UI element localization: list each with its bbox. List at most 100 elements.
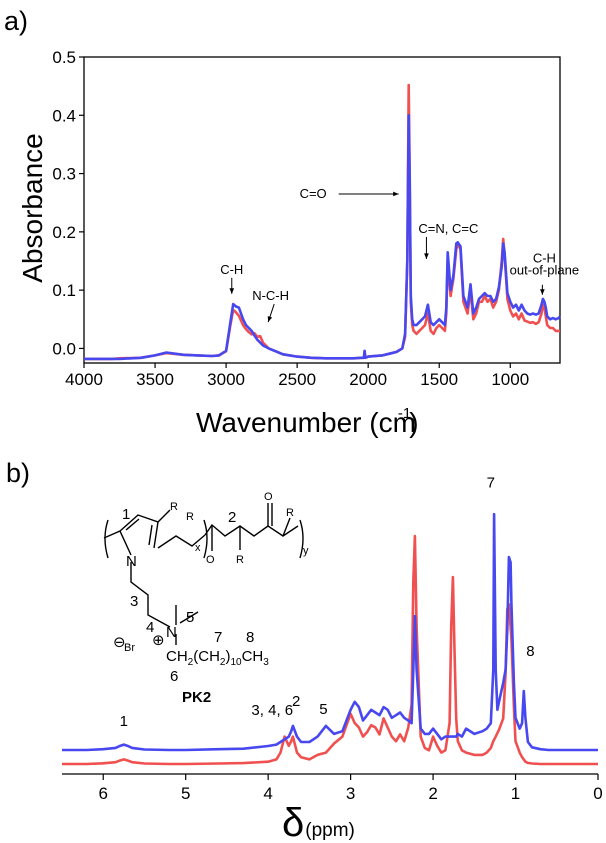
ir-x-tick-label-0: 4000 [65,370,103,389]
struct-plus: ⊕ [152,632,165,649]
ir-annotation-4: C-H [533,251,556,266]
struct-O2: O [264,491,273,503]
bracket-x-right [203,519,208,559]
bond-ketone-backbone [204,523,299,537]
struct-num6: 6 [170,668,178,685]
nmr-peak-label-0: 1 [120,713,128,730]
ir-annotation-arrowhead-2 [229,288,235,294]
nmr-x-tick-label-3: 3 [346,784,355,803]
ir-series-line-1 [84,114,562,361]
struct-O1: O [206,554,215,566]
ir-x-axis-title: Wavenumber (cm-1) [196,405,419,438]
ir-x-axis-title-end: ) [409,407,418,438]
struct-chain-paren-close: ) [225,648,230,665]
nmr-series-group [62,512,598,766]
nmr-x-tick-label-1: 5 [181,784,190,803]
struct-minus: ⊖ [113,634,126,651]
struct-y-sub: y [303,545,309,557]
struct-num4: 4 [146,619,154,636]
ir-y-tick-label-2: 0.2 [52,223,76,242]
struct-num3: 3 [130,593,138,610]
ir-x-tick-label-1: 3500 [136,370,174,389]
ir-series-line-0 [84,83,560,361]
struct-N-ring: N [126,553,137,570]
ir-annotation-3: N-C-H [252,288,289,303]
nmr-x-tick-label-4: 2 [428,784,437,803]
struct-R-chain2: R [236,554,244,566]
nmr-x-tick-label-6: 0 [593,784,602,803]
struct-Br: Br [124,642,135,654]
ir-x-tick-label-4: 2000 [349,370,387,389]
ir-y-axis-title: Absorbance [17,133,48,282]
ir-x-tick-label-2: 3000 [207,370,245,389]
bracket-x-left [104,519,109,559]
nmr-peak-label-1: 3, 4, 6 [251,702,293,719]
struct-num7: 7 [214,629,222,646]
struct-N-plus: N [166,624,177,641]
ir-annotation-arrowhead-4 [540,289,545,295]
nmr-x-axis-unit: (ppm) [305,820,355,841]
nmr-peak-label-2: 2 [292,693,300,710]
ir-series-group [84,83,562,361]
struct-chain: CH2(CH2)10CH3 [166,648,269,668]
bond-N-chain [130,562,171,628]
nmr-x-axis-title: δ(ppm) [282,801,355,843]
ir-annotation-2: C-H [220,262,243,277]
ir-x-axis-title-sup: -1 [398,405,411,422]
ir-x-tick-label-5: 1500 [420,370,458,389]
struct-num2: 2 [228,509,236,526]
struct-x-sub: x [195,542,201,554]
ir-annotation-arrowhead-0 [393,191,399,197]
pyrrole-double-bond-2 [148,524,153,546]
pyrrole-double-bond-1 [125,518,140,531]
struct-chain-ch2: CH [166,648,188,665]
ir-y-ticks: 0.0 0.1 0.2 0.3 0.4 0.5 [52,48,84,358]
struct-chain-ch3: CH [242,648,264,665]
nmr-delta-symbol: δ [282,801,304,843]
bond-ring-R [157,509,171,523]
panel-a-label: a) [4,6,28,36]
ir-annotation-arrowhead-3 [267,316,273,323]
bond-ring-chain [157,534,206,549]
struct-num5: 5 [186,609,194,626]
ir-plot-frame [83,56,561,364]
ir-annotation-0: C=O [300,186,327,201]
pk2-structure-labels: 1 R R O x 2 R O R y N 3 4 N ⊕ 5 ⊖ Br 7 8… [113,491,309,706]
ir-chart: 4000 3500 3000 2500 2000 1500 1000 0.00.10.20.… [17,48,579,438]
ir-x-tick-label-3: 2500 [278,370,316,389]
struct-name: PK2 [182,689,211,706]
ir-x-tick-label-6: 1000 [491,370,529,389]
pk2-structure [103,503,304,645]
struct-ring-num: 1 [122,506,130,523]
ir-annotation-5: out-of-plane [510,262,579,277]
nmr-x-tick-label-2: 4 [263,784,272,803]
struct-chain-sub2: 2 [188,657,194,668]
struct-chain-sub2b: 2 [220,657,226,668]
ir-x-ticks: 4000 3500 3000 2500 2000 1500 1000 [65,363,529,389]
bond-c-R-3 [282,517,291,537]
ir-y-tick-label-3: 0.3 [52,165,76,184]
bond-N-methyl-2 [179,611,199,624]
nmr-x-tick-label-0: 6 [98,784,107,803]
struct-chain-paren-open: ( [193,648,198,665]
nmr-peak-label-5: 8 [526,643,534,660]
struct-R-right: R [286,507,294,519]
pyrrole-ring-bonds [119,514,159,556]
bracket-y-right [299,519,304,559]
ir-x-axis-title-main: Wavenumber (cm [196,407,416,438]
ir-annotation-1: C=N, C=C [418,221,478,236]
struct-chain-ch2b: CH [198,648,220,665]
struct-R-chain1: R [186,511,194,523]
nmr-peak-labels: 13, 4, 62 578 [120,474,535,730]
struct-num8: 8 [246,629,254,646]
bond-to-bracket [103,530,121,539]
nmr-x-tick-label-5: 1 [511,784,520,803]
nmr-series-line-1 [62,512,598,752]
struct-chain-sub3: 3 [263,657,269,668]
nmr-peak-label-4: 7 [487,474,495,491]
ir-annotation-arrowhead-1 [424,253,429,259]
ir-y-tick-label-1: 0.1 [52,281,76,300]
panel-b-label: b) [6,458,30,488]
